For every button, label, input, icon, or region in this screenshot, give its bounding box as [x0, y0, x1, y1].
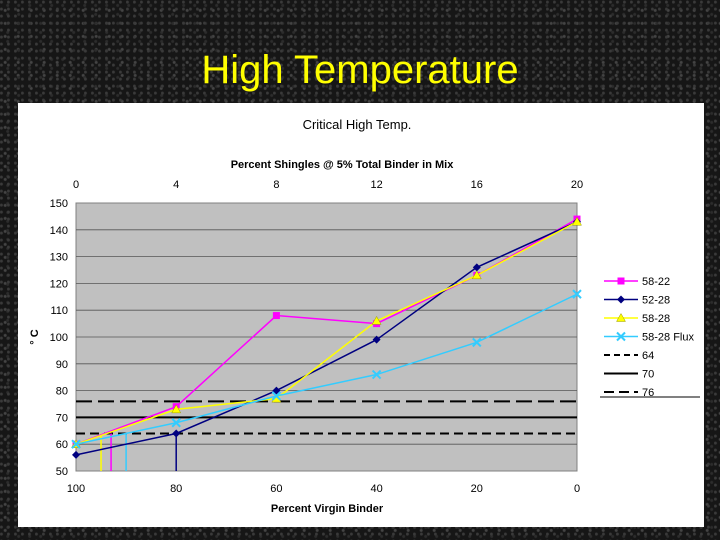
data-point — [171, 418, 181, 428]
y-tick-label: 110 — [50, 305, 68, 317]
top-tick-label: 16 — [471, 179, 483, 191]
top-tick-label: 8 — [273, 179, 279, 191]
legend-label: 64 — [642, 350, 654, 362]
x-tick-label: 100 — [67, 483, 85, 495]
legend-label: 70 — [642, 369, 654, 381]
top-axis-label: Percent Shingles @ 5% Total Binder in Mi… — [231, 159, 455, 171]
data-point — [272, 312, 280, 320]
data-point — [572, 289, 582, 299]
marker-stroke — [616, 331, 626, 342]
x-tick-label: 40 — [370, 483, 382, 495]
data-point — [472, 337, 482, 348]
marker-stroke — [171, 418, 181, 428]
y-tick-label: 130 — [50, 252, 68, 264]
reference-lines — [76, 400, 577, 435]
slide-title: High Temperature — [201, 48, 519, 92]
marker-stroke — [271, 391, 282, 401]
data-point — [71, 439, 81, 449]
x-axis-label: Percent Virgin Binder — [271, 503, 384, 515]
data-point — [472, 263, 481, 272]
data-point — [372, 335, 381, 344]
top-tick-label: 12 — [370, 179, 382, 191]
x-tick-label: 80 — [170, 483, 182, 495]
series-line-52-28 — [75, 221, 578, 456]
x-tick-label: 0 — [574, 483, 580, 495]
marker-stroke — [572, 289, 582, 299]
legend: 58-22 52-28 58-28 58-28 Flux 64 70 76 — [600, 269, 700, 399]
chart-title: Critical High Temp. — [303, 117, 412, 132]
y-axis-label: ° C — [29, 329, 41, 344]
y-tick-label: 50 — [56, 466, 68, 478]
marker-stroke — [371, 369, 382, 380]
top-tick-label: 4 — [173, 179, 179, 191]
y-tick-label: 120 — [50, 278, 68, 290]
data-point — [572, 216, 582, 226]
data-point — [471, 270, 482, 280]
legend-label: 76 — [642, 387, 654, 399]
marker-stroke — [71, 439, 81, 449]
chart-panel: 50 60 70 80 90 100 110 120 130 140 150 100 80 60 40 20 0… — [18, 103, 704, 527]
data-point — [171, 404, 182, 414]
y-tick-label: 70 — [56, 412, 68, 424]
data-point — [172, 429, 181, 438]
x-tick-label: 20 — [471, 483, 483, 495]
legend-marker — [617, 295, 625, 304]
y-tick-label: 150 — [50, 198, 68, 210]
y-tick-label: 140 — [50, 225, 68, 237]
series-line-58-28 — [75, 221, 578, 445]
gridlines — [76, 229, 577, 445]
data-point — [271, 391, 282, 401]
legend-label: 52-28 — [642, 295, 670, 307]
legend-label: 58-28 Flux — [642, 332, 694, 344]
legend-marker — [616, 312, 626, 322]
y-tick-label: 90 — [56, 359, 68, 371]
top-tick-label: 0 — [73, 179, 79, 191]
series-layer — [71, 215, 582, 459]
data-point — [371, 369, 382, 380]
drop-lines — [100, 433, 177, 471]
legend-marker — [617, 277, 625, 285]
top-tick-label: 20 — [571, 179, 583, 191]
legend-label: 58-22 — [642, 276, 670, 288]
y-tick-label: 60 — [56, 439, 68, 451]
marker-stroke — [472, 337, 482, 348]
x-tick-label: 60 — [270, 483, 282, 495]
series-line-58-28 Flux — [75, 293, 578, 445]
legend-marker — [616, 331, 626, 342]
data-point — [371, 315, 382, 325]
legend-label: 58-28 — [642, 313, 670, 325]
data-point — [72, 450, 80, 459]
y-tick-label: 100 — [50, 332, 68, 344]
y-tick-label: 80 — [56, 386, 68, 398]
